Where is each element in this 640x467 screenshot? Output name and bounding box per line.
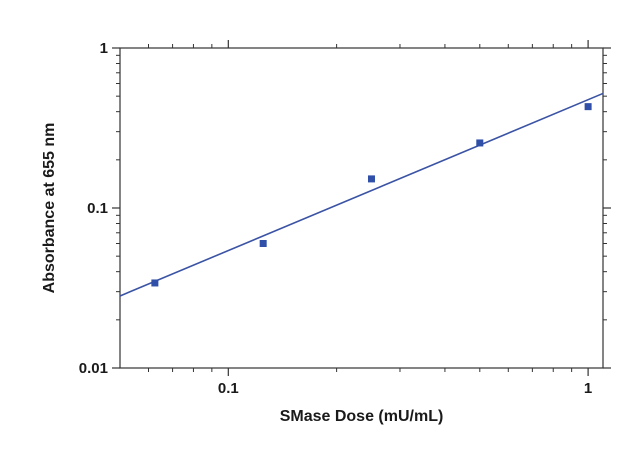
minor-ticks xyxy=(116,44,607,372)
data-point xyxy=(367,175,375,183)
data-point xyxy=(476,139,484,147)
tick-labels-layer: 0.1 1 0.01 0.1 1 xyxy=(79,40,592,397)
data-point xyxy=(259,239,267,247)
y-tick-label: 0.1 xyxy=(87,200,108,217)
x-tick-label: 1 xyxy=(584,380,592,397)
data-point xyxy=(151,279,159,287)
fit-line-layer xyxy=(119,92,604,297)
y-tick-label: 0.01 xyxy=(79,360,108,377)
plot-area xyxy=(119,47,604,369)
plot-border xyxy=(119,47,604,369)
data-points-layer xyxy=(151,103,592,287)
y-axis-title: Absorbance at 655 nm xyxy=(41,123,58,294)
major-ticks xyxy=(112,40,611,376)
y-tick-label: 1 xyxy=(100,40,108,57)
data-point xyxy=(584,103,592,111)
x-tick-label: 0.1 xyxy=(218,380,239,397)
fit-line xyxy=(119,92,604,297)
x-axis-title: SMase Dose (mU/mL) xyxy=(280,408,444,425)
